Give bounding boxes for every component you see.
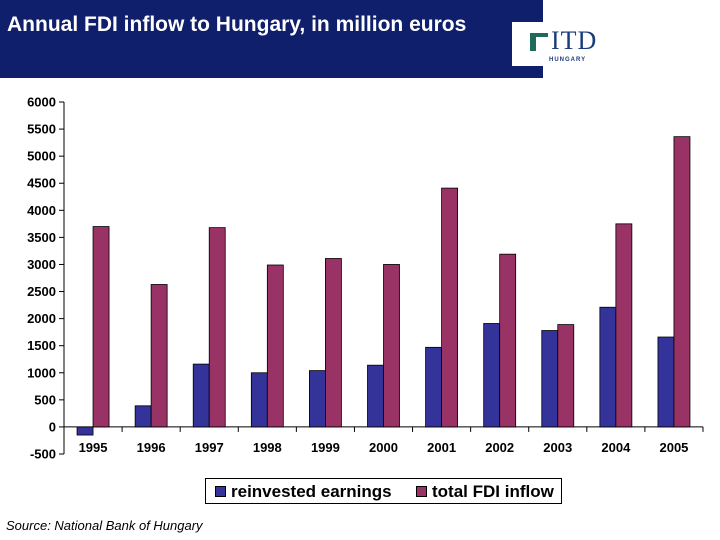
title-banner: Annual FDI inflow to Hungary, in million… [0, 0, 543, 78]
bar-reinvested-2002 [483, 323, 501, 428]
x-tick-label: 1996 [137, 440, 166, 455]
logo-text: ITD [551, 26, 598, 55]
y-tick-label: 1000 [27, 365, 56, 380]
y-tick-label: 2500 [27, 284, 56, 299]
bar-reinvested-2003 [541, 330, 559, 428]
bar-reinvested-2004 [599, 306, 617, 428]
x-tick-label: 1997 [195, 440, 224, 455]
x-tick-label: 1999 [311, 440, 340, 455]
chart-legend: reinvested earnings total FDI inflow [205, 478, 562, 504]
bar-total-2001 [441, 187, 458, 428]
bar-total-1997 [208, 227, 226, 428]
bar-total-1999 [325, 258, 342, 428]
y-tick-label: 0 [49, 419, 56, 434]
y-tick-label: 2000 [27, 311, 56, 326]
x-tick-label: 2003 [543, 440, 572, 455]
bar-reinvested-2000 [367, 364, 384, 428]
bar-total-2002 [499, 253, 517, 428]
bar-total-2005 [673, 136, 691, 428]
bar-total-2000 [383, 264, 400, 428]
y-tick-label: 1500 [27, 338, 56, 353]
x-tick-label: 2000 [369, 440, 398, 455]
page-title: Annual FDI inflow to Hungary, in million… [7, 13, 467, 36]
x-tick-label: 2004 [601, 440, 631, 455]
itd-logo: ITD HUNGARY [512, 22, 612, 66]
x-tick-label: 2001 [427, 440, 456, 455]
legend-label-reinvested: reinvested earnings [231, 482, 392, 501]
bar-total-2003 [557, 324, 575, 428]
bar-total-2004 [615, 223, 633, 428]
bar-total-1995 [92, 226, 110, 428]
y-tick-label: 4000 [27, 203, 56, 218]
y-tick-label: 6000 [27, 95, 56, 110]
bar-reinvested-1996 [134, 405, 152, 428]
bar-reinvested-2001 [425, 346, 442, 428]
x-tick-label: 2005 [659, 440, 688, 455]
legend-swatch-reinvested [215, 486, 226, 497]
bar-total-1996 [150, 284, 168, 428]
y-tick-label: 3000 [27, 257, 56, 272]
source-note: Source: National Bank of Hungary [6, 518, 203, 533]
y-tick-label: 3500 [27, 230, 56, 245]
y-tick-label: -500 [30, 447, 56, 462]
bar-reinvested-1998 [250, 372, 268, 428]
y-tick-label: 4500 [27, 176, 56, 191]
legend-swatch-total [416, 486, 427, 497]
bar-reinvested-1995 [76, 426, 94, 436]
bar-total-1998 [266, 264, 284, 428]
bar-reinvested-1997 [192, 363, 210, 428]
bar-reinvested-1999 [309, 370, 326, 428]
logo-subtitle: HUNGARY [549, 57, 587, 63]
bar-reinvested-2005 [657, 336, 675, 428]
x-tick-label: 2002 [485, 440, 514, 455]
x-tick-label: 1995 [79, 440, 108, 455]
y-tick-label: 500 [34, 392, 56, 407]
y-tick-label: 5000 [27, 149, 56, 164]
y-tick-label: 5500 [27, 122, 56, 137]
legend-label-total: total FDI inflow [432, 482, 554, 501]
x-tick-label: 1998 [253, 440, 282, 455]
logo-mark-icon [530, 33, 548, 51]
